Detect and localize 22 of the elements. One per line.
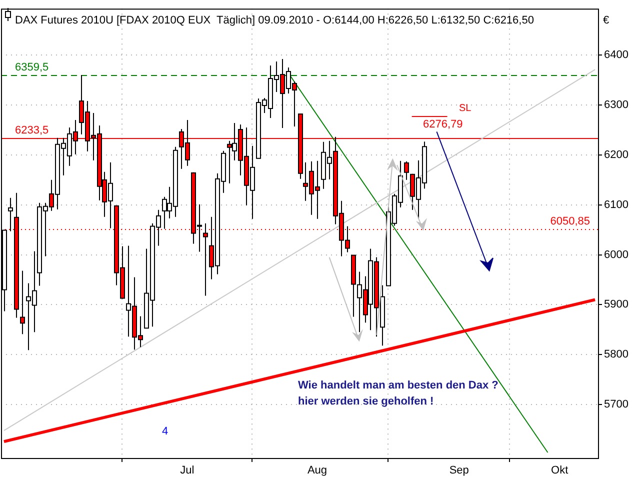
y-tick-label: 6100 — [604, 198, 628, 211]
annotation: 6276,79 — [423, 118, 463, 131]
y-tick-label: 5700 — [604, 398, 628, 411]
y-tick-label: 6200 — [604, 148, 628, 161]
annotation: SL — [459, 102, 472, 114]
y-tick-label: 6400 — [604, 49, 628, 62]
annotation: 4 — [162, 426, 168, 438]
ref-line-label: 6050,85 — [550, 216, 590, 228]
y-axis-title: € — [603, 14, 610, 27]
annotation: Wie handelt man am besten den Dax ? — [298, 380, 499, 392]
y-tick-label: 6300 — [604, 99, 628, 112]
x-tick-label: Okt — [551, 464, 568, 477]
ref-line-label: 6359,5 — [15, 62, 49, 74]
text: DAX Futures 2010U [FDAX 2010Q EUX Täglich] 09.09.2010 - O:6144,00 H:6226,50 L:6132,50 C:6216,50 — [15, 14, 534, 27]
x-tick-label: Sep — [449, 464, 469, 477]
y-tick-label: 6000 — [604, 248, 628, 261]
y-tick-label: 5900 — [604, 298, 628, 311]
x-tick-label: Aug — [307, 464, 328, 477]
y-tick-label: 5800 — [604, 348, 628, 361]
ref-line-label: 6233,5 — [15, 124, 49, 137]
x-tick-label: Jul — [180, 464, 194, 477]
annotation: hier werden sie geholfen ! — [298, 396, 434, 408]
